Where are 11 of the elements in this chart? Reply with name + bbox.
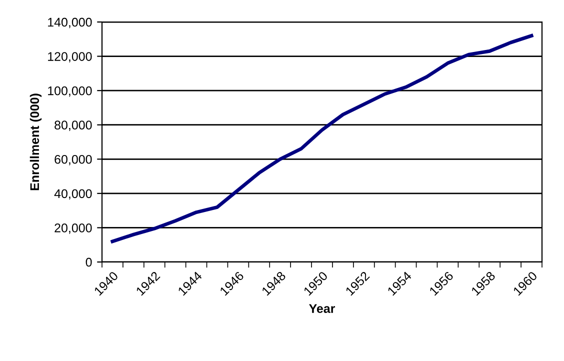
y-tick-label: 20,000 bbox=[54, 224, 92, 234]
y-tick-label: 140,000 bbox=[48, 18, 92, 28]
line-series bbox=[110, 34, 534, 244]
y-axis-title: Enrollment (000) bbox=[30, 94, 42, 190]
x-axis-title: Year bbox=[309, 304, 336, 313]
y-tick-label: 80,000 bbox=[54, 120, 92, 131]
y-tick-label: 40,000 bbox=[54, 189, 92, 200]
y-tick-label: 120,000 bbox=[48, 52, 92, 62]
y-tick-label: 100,000 bbox=[48, 86, 92, 97]
y-tick-label: 60,000 bbox=[54, 154, 92, 166]
y-tick-label: 0 bbox=[86, 258, 92, 267]
